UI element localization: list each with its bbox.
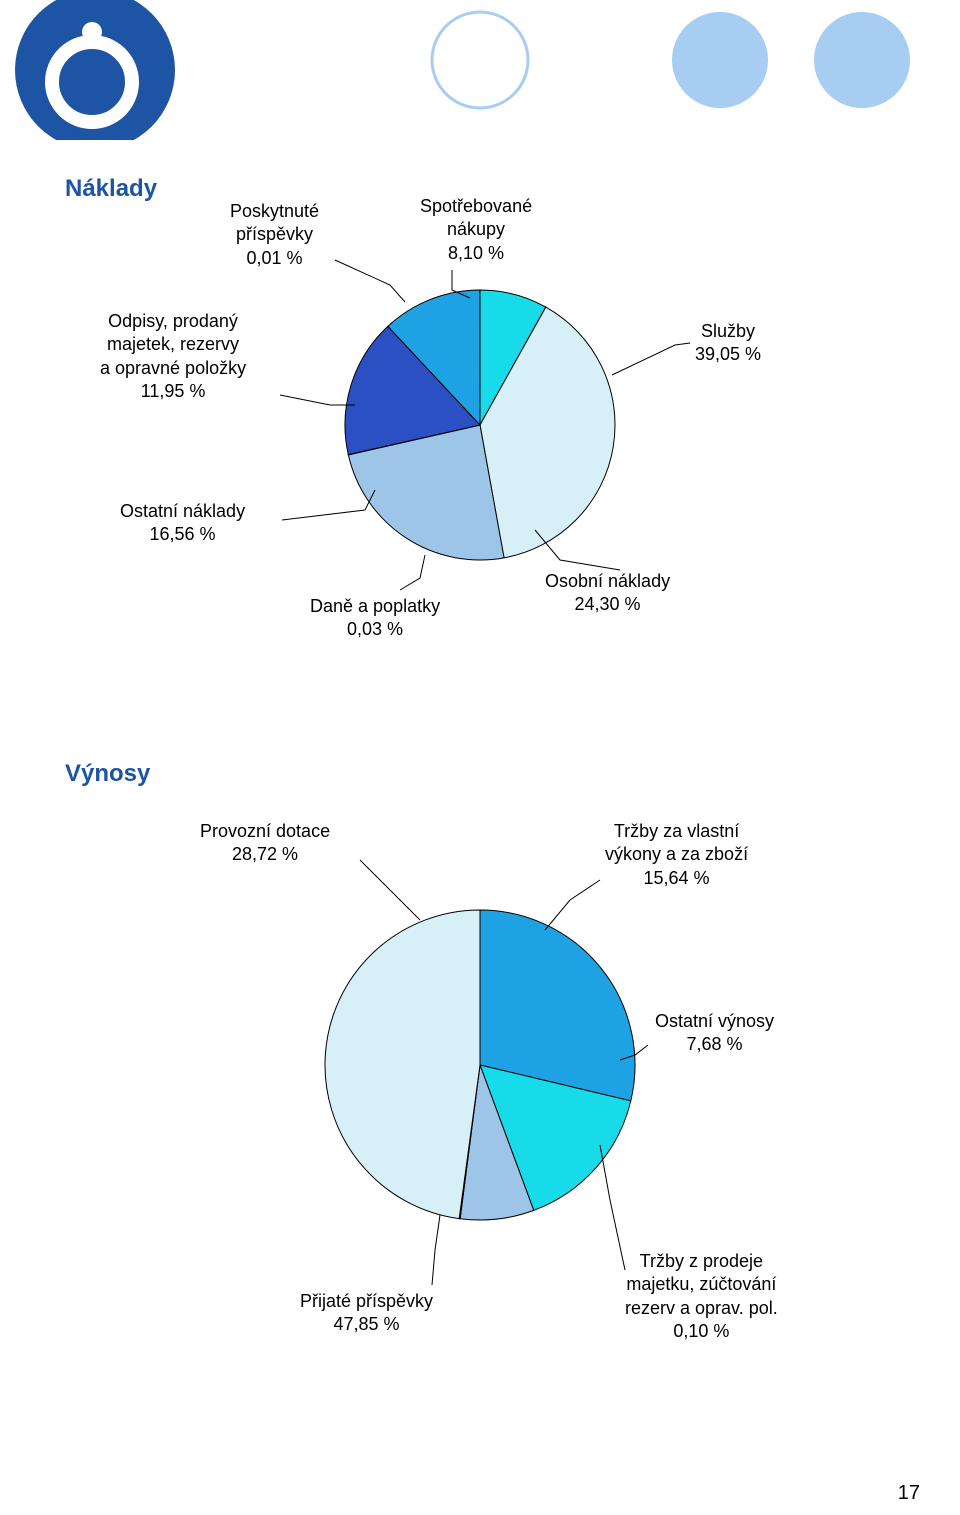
pie-label: Ostatní výnosy 7,68 % [655,1010,774,1057]
leader-line [545,880,600,930]
pie-label: Provozní dotace 28,72 % [200,820,330,867]
pie-label: Tržby za vlastní výkony a za zboží 15,64… [605,820,748,890]
pie-slice [325,910,480,1219]
page-number: 17 [898,1482,920,1505]
leader-line [360,860,420,920]
pie-label: Přijaté příspěvky 47,85 % [300,1290,433,1337]
pie-label: Tržby z prodeje majetku, zúčtování rezer… [625,1250,778,1344]
vynosy-pie [0,0,960,1515]
leader-line [432,1215,440,1285]
leader-line [600,1145,625,1270]
